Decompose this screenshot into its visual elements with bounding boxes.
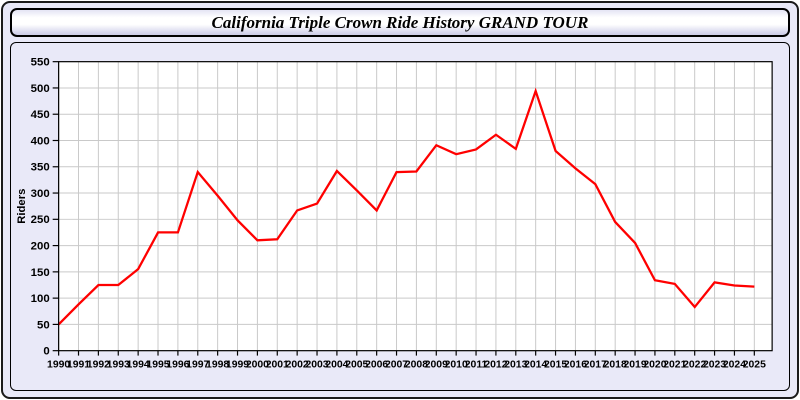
svg-text:1994: 1994 xyxy=(127,359,150,370)
svg-text:2007: 2007 xyxy=(385,359,408,370)
svg-text:1997: 1997 xyxy=(186,359,209,370)
svg-text:200: 200 xyxy=(31,241,50,253)
svg-text:150: 150 xyxy=(31,267,50,279)
svg-text:100: 100 xyxy=(31,293,50,305)
svg-text:250: 250 xyxy=(31,214,50,226)
svg-text:2018: 2018 xyxy=(604,359,627,370)
svg-text:2017: 2017 xyxy=(584,359,607,370)
svg-text:1991: 1991 xyxy=(67,359,90,370)
svg-text:2009: 2009 xyxy=(425,359,448,370)
svg-text:2019: 2019 xyxy=(623,359,646,370)
y-axis-tick-labels: 0 50 100 150 200 250 300 350 400 450 500 550 xyxy=(31,57,50,358)
svg-text:2004: 2004 xyxy=(325,359,348,370)
svg-text:2002: 2002 xyxy=(286,359,309,370)
svg-text:1999: 1999 xyxy=(226,359,249,370)
svg-text:2016: 2016 xyxy=(564,359,587,370)
svg-text:2015: 2015 xyxy=(544,359,567,370)
svg-text:2010: 2010 xyxy=(445,359,468,370)
riders-series-line xyxy=(57,87,755,326)
svg-text:2023: 2023 xyxy=(703,359,726,370)
svg-text:2020: 2020 xyxy=(643,359,666,370)
svg-text:2006: 2006 xyxy=(365,359,388,370)
svg-text:450: 450 xyxy=(31,109,50,121)
svg-text:2013: 2013 xyxy=(504,359,527,370)
svg-text:2003: 2003 xyxy=(305,359,328,370)
svg-text:1996: 1996 xyxy=(166,359,189,370)
gridlines xyxy=(58,61,773,352)
ride-history-line-chart: 0501001502002503003504004505005501990199… xyxy=(16,57,773,370)
svg-text:300: 300 xyxy=(31,188,50,200)
svg-text:2024: 2024 xyxy=(723,359,746,370)
svg-text:1992: 1992 xyxy=(87,359,110,370)
svg-text:400: 400 xyxy=(31,135,50,147)
axis-ticks xyxy=(52,61,755,356)
svg-text:2012: 2012 xyxy=(484,359,507,370)
svg-text:2005: 2005 xyxy=(345,359,368,370)
svg-text:2014: 2014 xyxy=(524,359,547,370)
plot-area xyxy=(58,61,773,351)
svg-text:50: 50 xyxy=(37,319,50,331)
svg-text:2001: 2001 xyxy=(266,359,289,370)
chart-title: California Triple Crown Ride History GRA… xyxy=(211,12,589,32)
svg-text:2022: 2022 xyxy=(683,359,706,370)
plot-border xyxy=(58,61,773,352)
svg-text:2008: 2008 xyxy=(405,359,428,370)
title-bar: California Triple Crown Ride History GRA… xyxy=(10,8,790,37)
svg-text:500: 500 xyxy=(31,83,50,95)
svg-text:2011: 2011 xyxy=(465,359,488,370)
svg-text:2000: 2000 xyxy=(246,359,269,370)
svg-text:0: 0 xyxy=(43,346,49,358)
svg-text:350: 350 xyxy=(31,162,50,174)
y-axis-title: Riders xyxy=(16,189,28,224)
svg-text:2021: 2021 xyxy=(663,359,686,370)
chart-panel: 0 50 100 150 200 250 300 350 400 450 500 550 1990 199… xyxy=(10,42,790,391)
svg-text:2025: 2025 xyxy=(743,359,766,370)
svg-text:550: 550 xyxy=(31,57,50,69)
svg-text:1995: 1995 xyxy=(146,359,169,370)
x-axis-tick-labels: 1990199119921993199419951996199719981999… xyxy=(47,359,766,370)
svg-text:1993: 1993 xyxy=(107,359,130,370)
svg-text:1990: 1990 xyxy=(47,359,70,370)
svg-text:1998: 1998 xyxy=(206,359,229,370)
